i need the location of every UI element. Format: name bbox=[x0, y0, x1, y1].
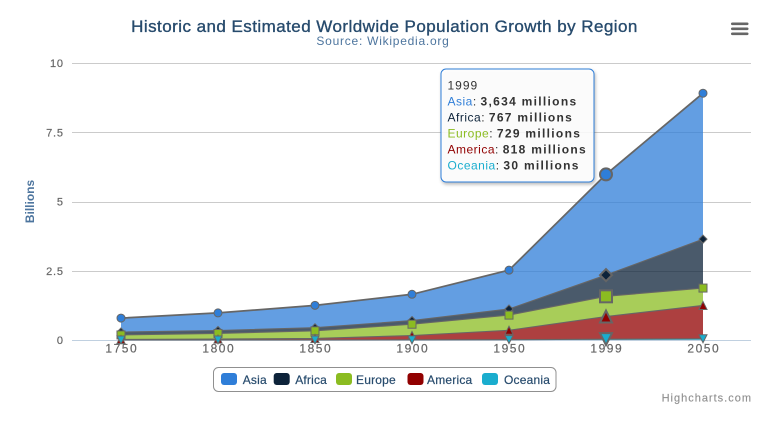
svg-text:Highcharts.com: Highcharts.com bbox=[662, 393, 752, 405]
svg-text:America: America bbox=[427, 373, 473, 387]
svg-text:1800: 1800 bbox=[202, 342, 235, 356]
svg-text:Oceania: 30 millions: Oceania: 30 millions bbox=[448, 159, 580, 173]
svg-text:1850: 1850 bbox=[299, 342, 332, 356]
svg-text:Asia: Asia bbox=[243, 373, 267, 387]
svg-text:Asia: 3,634 millions: Asia: 3,634 millions bbox=[448, 95, 578, 109]
svg-text:Africa: 767 millions: Africa: 767 millions bbox=[448, 111, 574, 125]
svg-text:Europe: 729 millions: Europe: 729 millions bbox=[448, 127, 582, 141]
svg-text:Historic and Estimated Worldwi: Historic and Estimated Worldwide Populat… bbox=[131, 17, 638, 36]
svg-text:2.5: 2.5 bbox=[46, 266, 64, 278]
svg-text:1999: 1999 bbox=[590, 342, 623, 356]
svg-text:Africa: Africa bbox=[295, 373, 327, 387]
svg-text:7.5: 7.5 bbox=[46, 127, 64, 139]
svg-text:1999: 1999 bbox=[448, 79, 479, 93]
svg-text:10: 10 bbox=[50, 58, 64, 70]
svg-text:Billions: Billions bbox=[23, 180, 37, 224]
svg-text:Source: Wikipedia.org: Source: Wikipedia.org bbox=[316, 34, 449, 48]
svg-text:1900: 1900 bbox=[396, 342, 429, 356]
svg-text:1750: 1750 bbox=[105, 342, 138, 356]
svg-text:Europe: Europe bbox=[356, 373, 396, 387]
svg-text:0: 0 bbox=[57, 335, 64, 347]
svg-text:America: 818 millions: America: 818 millions bbox=[448, 143, 587, 157]
svg-text:2050: 2050 bbox=[687, 342, 720, 356]
svg-text:1950: 1950 bbox=[493, 342, 526, 356]
svg-text:Oceania: Oceania bbox=[504, 373, 550, 387]
svg-text:5: 5 bbox=[57, 197, 64, 209]
